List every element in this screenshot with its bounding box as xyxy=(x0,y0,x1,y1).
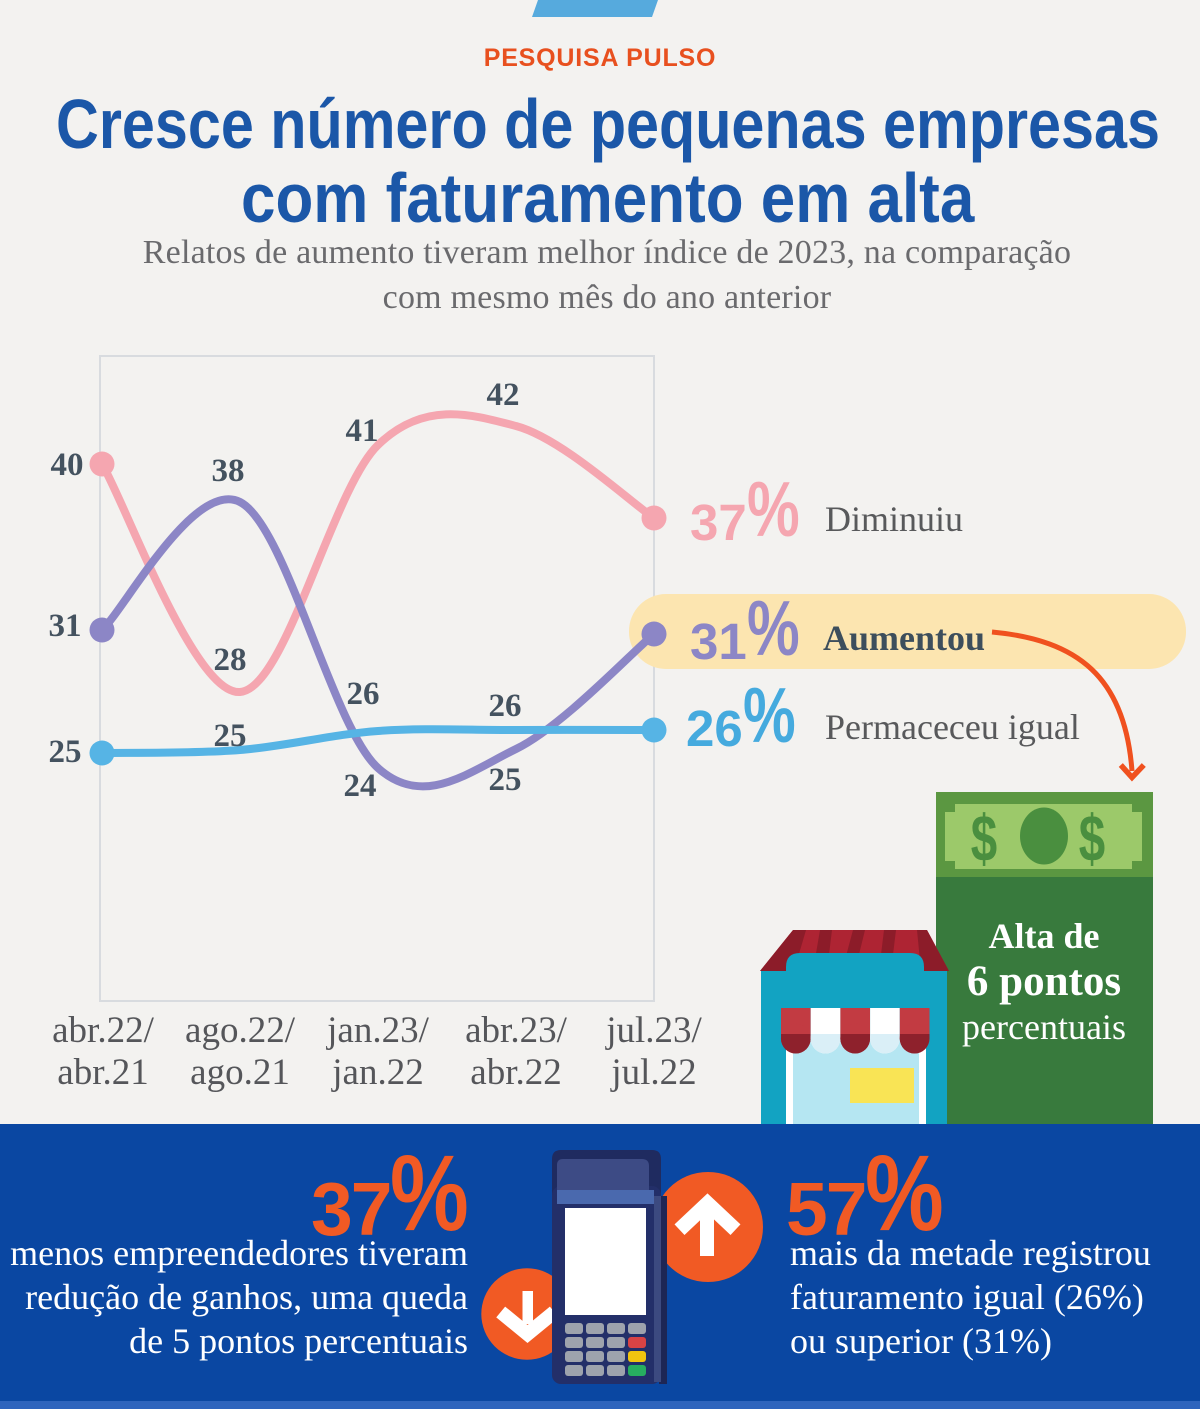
svg-text:$: $ xyxy=(971,802,997,875)
svg-text:$: $ xyxy=(1079,802,1105,875)
